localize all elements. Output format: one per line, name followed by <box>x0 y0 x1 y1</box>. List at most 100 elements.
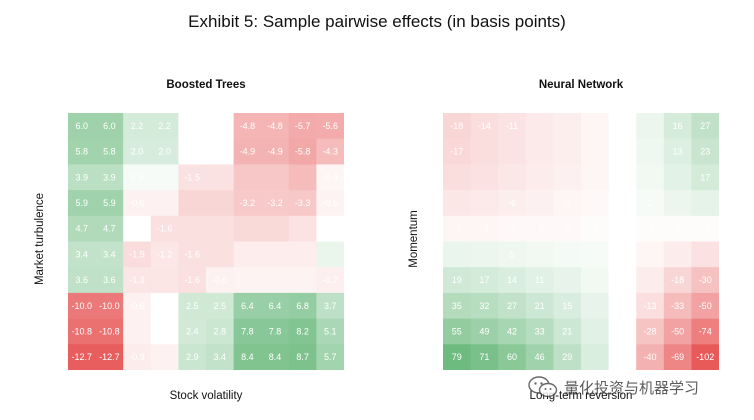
heatmap-cell <box>581 344 610 370</box>
heatmap-cell <box>581 267 610 294</box>
heatmap-cell <box>123 215 152 243</box>
heatmap-cell <box>150 241 179 268</box>
heatmap-cell <box>95 267 124 294</box>
heatmap-cell-label: 6.0 <box>76 121 89 131</box>
heatmap-cell <box>498 344 527 370</box>
heatmap-cell <box>150 113 179 140</box>
heatmap-cell <box>206 344 235 370</box>
heatmap-cell-label: -12.7 <box>99 352 120 362</box>
heatmap-cell <box>691 292 719 320</box>
heatmap-cell-label: 8.2 <box>296 326 309 336</box>
heatmap-cell <box>553 190 582 217</box>
heatmap-cell-label: -5.8 <box>295 147 311 157</box>
heatmap-cell <box>470 138 499 165</box>
heatmap-cell-label: 3.4 <box>214 352 227 362</box>
heatmap-cell-label: 2.2 <box>131 121 144 131</box>
heatmap-cell-label: -11 <box>506 121 518 131</box>
heatmap-cell <box>608 292 637 320</box>
heatmap-cell <box>288 241 317 268</box>
heatmap-cell-label: 2.2 <box>158 121 171 131</box>
heatmap-cell-label: 23 <box>700 147 710 157</box>
heatmap-cell-label: 8.4 <box>241 352 254 362</box>
heatmap-cell <box>123 267 152 294</box>
heatmap-cell <box>636 190 665 217</box>
heatmap-cell <box>261 241 290 268</box>
heatmap-cell-label: 8.4 <box>269 352 282 362</box>
heatmap-cell <box>288 215 317 243</box>
heatmap-cell <box>636 164 665 191</box>
heatmap-cell-label: -50 <box>671 326 684 336</box>
heatmap-cell <box>123 318 152 345</box>
heatmap-cell <box>95 138 124 165</box>
heatmap-cell <box>663 190 692 217</box>
heatmap-cell <box>608 344 637 370</box>
heatmap-cell <box>68 164 97 191</box>
heatmap-cell <box>498 113 527 140</box>
heatmap-cell-label: 6.4 <box>241 301 254 311</box>
heatmap-cell <box>608 164 637 191</box>
heatmap-cell-label: 3.4 <box>76 249 89 259</box>
heatmap-cell <box>443 344 472 370</box>
heatmap-cell <box>691 267 719 294</box>
heatmap-cell <box>553 241 582 268</box>
heatmap-cell-label: -1.2 <box>157 249 173 259</box>
heatmap-cell-label: -0.6 <box>129 198 145 208</box>
heatmap-svg: -18 -14 -11 0 16 27 -17 -3 13 23 17 -6 -3 2 -3 -3 -2 -2 -2… <box>443 113 719 370</box>
heatmap-cell-label: 5.7 <box>324 352 337 362</box>
heatmap-cell-label: -1 <box>701 224 709 234</box>
heatmap-cell <box>663 215 692 243</box>
heatmap-cell-label: 3.4 <box>103 249 116 259</box>
heatmap-cell <box>581 241 610 268</box>
heatmap-cell-label: -4.9 <box>267 147 283 157</box>
heatmap-cell-label: 5.8 <box>76 147 89 157</box>
heatmap-cell <box>261 164 290 191</box>
heatmap-cell-label: 0 <box>620 121 625 131</box>
heatmap-cell-label: 42 <box>507 326 517 336</box>
heatmap-cell <box>178 138 207 165</box>
heatmap-cell <box>691 318 719 345</box>
heatmap-cell <box>233 241 262 268</box>
heatmap-cell-label: 2 <box>647 198 652 208</box>
heatmap-cell-label: -33 <box>671 301 684 311</box>
heatmap-cell-label: -1.5 <box>184 172 200 182</box>
heatmap-cell-label: 33 <box>535 326 545 336</box>
heatmap-cell <box>178 241 207 268</box>
heatmap-cell <box>691 190 719 217</box>
heatmap-cell <box>663 138 692 165</box>
heatmap-cell-label: -10.8 <box>99 326 120 336</box>
heatmap-cell-label: 2.8 <box>214 326 227 336</box>
heatmap-cell-label: 5.1 <box>324 326 337 336</box>
heatmap-cell-label: -0.9 <box>129 352 145 362</box>
heatmap-cell <box>581 164 610 191</box>
heatmap-cell <box>525 241 554 268</box>
heatmap-cell <box>261 267 290 294</box>
heatmap-cell-label: -3.2 <box>240 198 256 208</box>
heatmap-cell-label: 27 <box>507 301 517 311</box>
heatmap-cell <box>470 215 499 243</box>
heatmap-cell <box>68 241 97 268</box>
heatmap-cell <box>663 164 692 191</box>
boosted-trees-heatmap: 6.0 6.0 2.2 2.2 -4.8 -4.8 -5.7 -5.6 5.8 5.8 2.0 2.0… <box>68 113 344 370</box>
heatmap-cell <box>553 344 582 370</box>
heatmap-cell <box>636 241 665 268</box>
heatmap-cell-label: -1 <box>674 224 682 234</box>
heatmap-cell <box>608 241 637 268</box>
heatmap-cell <box>636 344 665 370</box>
heatmap-cell-label: 6.0 <box>103 121 116 131</box>
heatmap-cell-label: -1 <box>618 224 626 234</box>
heatmap-cell <box>470 318 499 345</box>
heatmap-cell-label: 21 <box>535 301 545 311</box>
heatmap-cell <box>261 190 290 217</box>
heatmap-cell <box>68 190 97 217</box>
heatmap-cell <box>581 138 610 165</box>
heatmap-cell <box>233 138 262 165</box>
heatmap-cell <box>123 138 152 165</box>
heatmap-cell <box>691 164 719 191</box>
heatmap-cell-label: -14 <box>478 121 491 131</box>
heatmap-cell <box>288 318 317 345</box>
heatmap-cell <box>288 164 317 191</box>
heatmap-cell <box>581 113 610 140</box>
heatmap-cell <box>150 344 179 370</box>
heatmap-cell <box>443 267 472 294</box>
heatmap-cell-label: -18 <box>671 275 684 285</box>
